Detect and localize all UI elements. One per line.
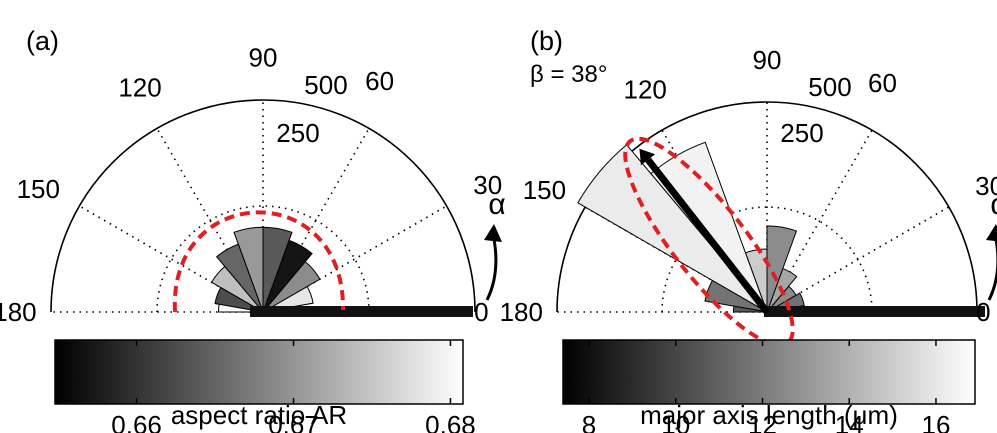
alpha-arrow [987,233,997,301]
polar-spoke [262,128,370,313]
alpha-symbol: α [488,188,505,221]
polar-spoke [79,205,264,313]
beta-arrow-line [645,157,770,315]
rose-wedge [215,243,264,313]
angle-tick-label: 120 [624,74,667,104]
angle-tick-label: 120 [118,72,161,102]
angle-tick-label: 150 [17,174,60,204]
rose-wedge [214,286,264,313]
red-dashed-envelope [172,210,346,313]
panel-a: 180 150 120 90 60 30 0 500 250 (a) α 0.66 0.67 0.68 as… [0,26,506,433]
rose-wedge [210,265,264,313]
rose-wedge [766,225,798,313]
rose-wedge [732,305,768,313]
polar-spoke [766,129,873,313]
alpha-symbol: α [990,188,997,221]
angle-tick-label: 60 [868,68,897,98]
radial-tick-label: 500 [808,72,851,102]
angle-tick-label: 150 [523,175,566,205]
colorbar [54,339,464,405]
colorbar-tick-label: 0.68 [425,410,476,433]
panel-b: β = 38° 180 150 120 90 60 30 0 500 250 (b) α 8 10 12 14… [500,26,997,433]
alpha-arrow-head [484,224,502,242]
colorbar-tick-label: 14 [835,410,864,433]
zero-direction-bar [764,306,985,317]
colorbar [562,339,976,405]
angle-tick-label: 90 [753,45,782,75]
zero-direction-bar [250,306,473,317]
polar-spoke [156,128,264,313]
colorbar-tick-label: 0.66 [111,410,162,433]
radial-tick-label: 500 [304,70,347,100]
colorbar-label: aspect ratio AR [171,400,347,430]
colorbar-tick-label: 10 [661,410,690,433]
colorbar-label: major axis length (μm) [640,400,898,430]
angle-tick-label: 0 [976,297,990,327]
angle-tick-label: 180 [500,297,543,327]
colorbar-tick-label: 0.67 [268,410,319,433]
angle-tick-label: 90 [249,43,278,73]
polar-outer-arc [556,101,978,313]
colorbar-tick-label: 16 [922,410,951,433]
panel-label: (b) [530,26,563,56]
angle-tick-label: 30 [975,171,997,201]
polar-grid-arc [661,206,873,313]
panel-label: (a) [26,26,59,56]
radial-tick-label: 250 [780,118,823,148]
polar-outer-arc [50,99,476,313]
angle-tick-label: 60 [365,66,394,96]
polar-spoke [262,205,447,313]
beta-arrow-head [639,148,656,166]
rose-wedge [704,279,768,313]
radial-tick-label: 250 [276,118,319,148]
colorbar-tick-label: 12 [748,410,777,433]
colorbar-tick-label: 8 [582,410,596,433]
angle-tick-label: 0 [474,297,488,327]
alpha-arrow-head [986,224,997,242]
angle-tick-label: 180 [0,297,37,327]
angle-tick-label: 30 [473,170,502,200]
alpha-arrow [485,233,498,301]
beta-annotation: β = 38° [530,61,607,88]
